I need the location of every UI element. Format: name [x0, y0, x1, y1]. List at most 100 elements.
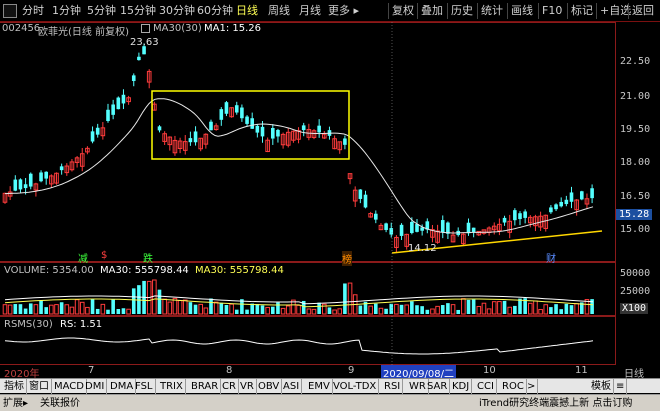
indicator-tab[interactable]: 指标: [2, 379, 27, 394]
indicator-tab[interactable]: ASI: [281, 379, 303, 394]
volume-bar: [301, 300, 306, 314]
indicator-tab[interactable]: >: [525, 379, 539, 394]
month-label: 9: [348, 365, 355, 376]
volume-bar: [518, 298, 522, 314]
period-button[interactable]: 月线: [299, 4, 321, 17]
indicator-tab[interactable]: WR: [407, 379, 429, 394]
axis-tick: 19.50: [620, 124, 651, 135]
candle-body: [378, 224, 384, 231]
candle-body: [368, 213, 373, 218]
price-chart-pane[interactable]: [0, 22, 616, 262]
marker-fall[interactable]: 跌: [143, 254, 153, 265]
period-button[interactable]: 周线: [268, 4, 290, 17]
indicator-tab[interactable]: SAR: [425, 379, 451, 394]
volume-bar: [502, 300, 507, 314]
indicator-tab[interactable]: CR: [220, 379, 239, 394]
expand-button[interactable]: 扩展▸: [3, 398, 29, 409]
indicator-tab[interactable]: VR: [238, 379, 257, 394]
volume-bar: [574, 303, 579, 315]
indicator-tab[interactable]: 窗口: [27, 379, 52, 394]
volume-bar: [368, 305, 373, 315]
toolbar-separator: [567, 3, 568, 19]
indicator-tab[interactable]: ROC: [500, 379, 527, 394]
period-button[interactable]: 1分钟: [52, 4, 81, 17]
marker-finance[interactable]: 财: [546, 254, 556, 265]
indicator-tab[interactable]: RSI: [382, 379, 404, 394]
marker-reduce[interactable]: 减: [78, 254, 88, 265]
period-button[interactable]: 日线: [236, 4, 258, 17]
volume-bar: [224, 304, 229, 314]
volume-bar: [64, 304, 70, 315]
period-button[interactable]: 分时: [22, 4, 44, 17]
window-menu-icon[interactable]: [3, 4, 17, 18]
candle-body: [523, 211, 527, 218]
volume-bar: [394, 303, 399, 315]
candle-body: [420, 227, 424, 231]
toolbar-separator: [507, 3, 508, 19]
candle-body: [430, 229, 435, 238]
indicator-tab[interactable]: BRAR: [189, 379, 222, 394]
toolbar-button[interactable]: 返回: [632, 4, 654, 17]
candle-body: [363, 194, 368, 208]
candle-body: [415, 224, 419, 232]
toolbar-button[interactable]: 叠加: [421, 4, 443, 17]
volume-axis-tick: 25000: [620, 286, 651, 297]
candle-body: [193, 131, 198, 143]
period-label: 日线: [624, 369, 644, 380]
marker-list[interactable]: 榜: [342, 251, 352, 266]
period-button[interactable]: 15分钟: [120, 4, 156, 17]
candle-body: [44, 171, 48, 179]
itrend-ad[interactable]: iTrend研究终端震撼上新 点击订购: [479, 398, 633, 409]
toolbar-button[interactable]: 复权: [392, 4, 414, 17]
candle-body: [374, 213, 378, 220]
volume-bar: [507, 306, 512, 315]
candle-body: [229, 107, 234, 118]
period-button[interactable]: 60分钟: [197, 4, 233, 17]
volume-bar: [188, 302, 193, 314]
indicator-tab[interactable]: KDJ: [450, 379, 473, 394]
volume-bar: [332, 309, 337, 315]
volume-bar: [213, 301, 219, 315]
volume-bar: [85, 306, 90, 315]
ma30-toggle-icon[interactable]: [141, 24, 150, 33]
low-price-label: 14.12: [408, 243, 437, 254]
candlestick-chart[interactable]: [0, 0, 616, 365]
toolbar-button[interactable]: 画线: [511, 4, 533, 17]
toolbar-button[interactable]: 统计: [481, 4, 503, 17]
candle-body: [106, 109, 110, 121]
indicator-tab[interactable]: VOL-TDX: [331, 379, 380, 394]
indicator-tab[interactable]: OBV: [256, 379, 283, 394]
indicator-tab[interactable]: 模板: [589, 379, 614, 394]
volume-bar: [276, 302, 280, 314]
toolbar-button[interactable]: 历史: [451, 4, 473, 17]
toolbar-button[interactable]: +自选: [600, 4, 632, 17]
indicator-tab[interactable]: DMA: [108, 379, 137, 394]
volume-bar: [384, 308, 388, 314]
related-quote-button[interactable]: 关联报价: [40, 398, 80, 409]
volume-bar: [564, 303, 569, 314]
marker-dollar[interactable]: $: [101, 250, 108, 261]
indicator-tab[interactable]: ≡: [614, 379, 628, 394]
candle-body: [90, 131, 95, 142]
toolbar-button[interactable]: 标记: [571, 4, 593, 17]
candle-body: [85, 147, 90, 153]
period-button[interactable]: 更多 ▸: [328, 4, 360, 17]
toolbar-button[interactable]: F10: [542, 4, 563, 17]
indicator-tab[interactable]: CCI: [475, 379, 497, 394]
period-button[interactable]: 5分钟: [87, 4, 116, 17]
volume-bar: [193, 304, 198, 314]
candle-body: [446, 222, 450, 234]
candle-body: [450, 234, 456, 243]
volume-bar: [327, 307, 332, 314]
indicator-tab[interactable]: DMI: [83, 379, 108, 394]
period-button[interactable]: 30分钟: [159, 4, 195, 17]
volume-pane[interactable]: [0, 262, 616, 316]
rsms-pane[interactable]: [0, 316, 616, 365]
indicator-tab[interactable]: FSL: [133, 379, 156, 394]
volume-bar: [523, 298, 527, 314]
candle-body: [224, 102, 229, 114]
rsms-label: RSMS(30) RS: 1.51: [4, 319, 102, 330]
indicator-tab[interactable]: TRIX: [158, 379, 186, 394]
indicator-tab[interactable]: MACD: [52, 379, 87, 394]
indicator-tab[interactable]: EMV: [306, 379, 333, 394]
